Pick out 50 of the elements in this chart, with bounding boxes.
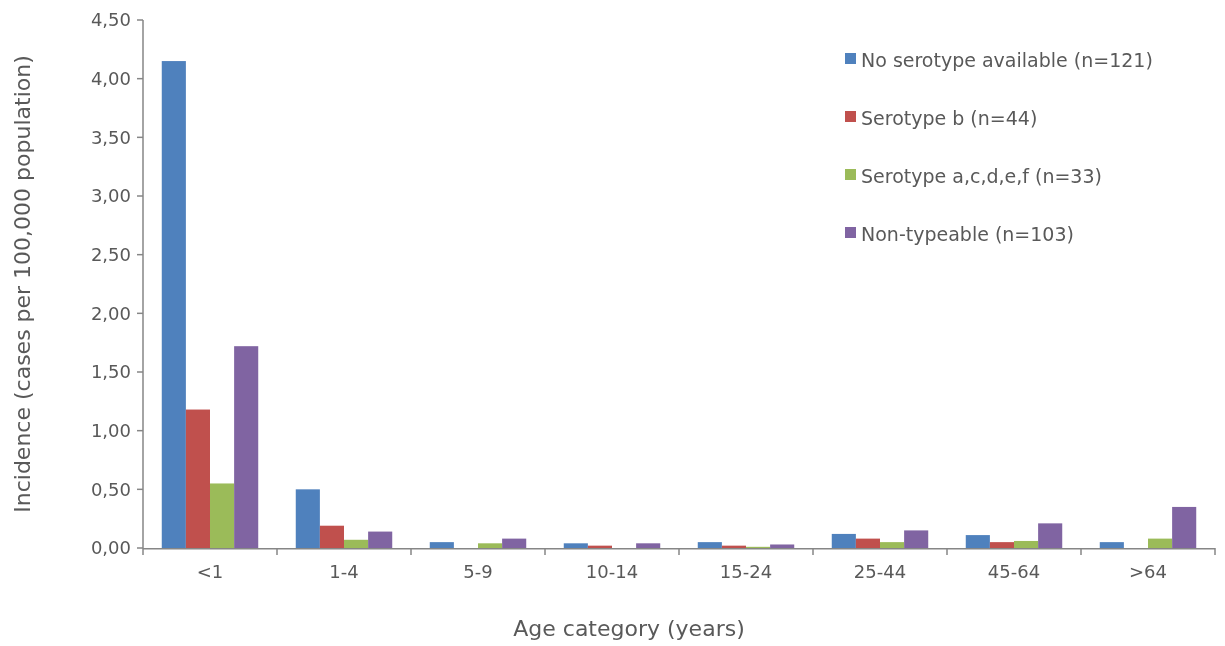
bar xyxy=(831,533,856,548)
bar xyxy=(234,346,259,548)
x-tick-label: 45-64 xyxy=(987,561,1041,582)
bar xyxy=(161,61,186,548)
legend-label: Serotype a,c,d,e,f (n=33) xyxy=(861,164,1102,187)
bar xyxy=(185,409,210,548)
y-tick-label: 4,50 xyxy=(90,9,131,31)
bar xyxy=(697,542,722,548)
y-tick-label: 0,00 xyxy=(90,537,131,559)
y-tick-label: 2,50 xyxy=(90,243,131,265)
bar xyxy=(478,543,503,548)
x-tick-label: 5-9 xyxy=(463,561,493,582)
bar xyxy=(429,542,454,548)
legend-label: No serotype available (n=121) xyxy=(861,48,1153,71)
x-tick-label: 15-24 xyxy=(719,561,773,582)
bar xyxy=(319,525,344,548)
bar xyxy=(563,543,588,548)
bar xyxy=(1099,542,1124,548)
bar xyxy=(965,535,990,548)
x-tick-label: 25-44 xyxy=(853,561,907,582)
legend-label: Serotype b (n=44) xyxy=(861,106,1038,129)
x-tick-label: 10-14 xyxy=(585,561,639,582)
bar xyxy=(636,543,661,548)
y-tick-label: 1,00 xyxy=(90,419,131,441)
y-tick-label: 1,50 xyxy=(90,361,131,383)
bar xyxy=(1038,523,1063,548)
bar xyxy=(368,531,393,548)
bar xyxy=(210,483,235,548)
bar xyxy=(1014,540,1039,548)
bar xyxy=(770,544,795,548)
y-tick-label: 3,00 xyxy=(90,185,131,207)
y-axis-title: Incidence (cases per 100,000 population) xyxy=(10,55,35,513)
legend-label: Non-typeable (n=103) xyxy=(861,222,1074,245)
bar xyxy=(989,542,1014,548)
bar xyxy=(295,489,320,548)
bar xyxy=(1148,538,1173,548)
bar xyxy=(880,542,905,548)
bar xyxy=(502,538,527,548)
bar xyxy=(344,539,369,548)
y-tick-label: 2,00 xyxy=(90,302,131,324)
x-axis-title: Age category (years) xyxy=(513,616,745,641)
x-tick-label: 1-4 xyxy=(329,561,359,582)
y-tick-label: 3,50 xyxy=(90,126,131,148)
x-tick-label: <1 xyxy=(196,561,224,582)
bar xyxy=(1172,506,1197,548)
y-tick-label: 4,00 xyxy=(90,67,131,89)
bar xyxy=(904,530,929,548)
bar xyxy=(855,538,880,548)
x-tick-label: >64 xyxy=(1129,561,1167,582)
y-tick-label: 0,50 xyxy=(90,478,131,500)
